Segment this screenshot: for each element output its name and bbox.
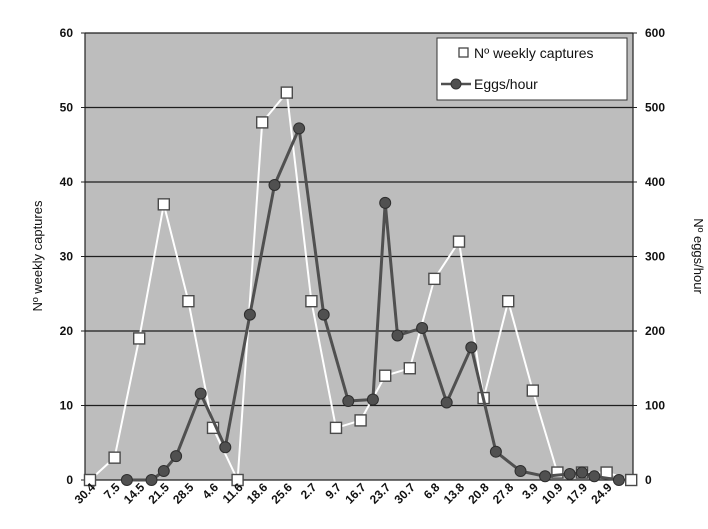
- captures-point: [329, 421, 343, 435]
- eggs-point: [588, 470, 601, 483]
- eggs-point: [539, 470, 552, 483]
- captures-point: [132, 332, 146, 345]
- legend-label-eggs: Eggs/hour: [474, 76, 538, 92]
- eggs-point: [465, 341, 478, 354]
- y2-tick-label: 600: [645, 26, 665, 40]
- eggs-point: [612, 474, 625, 486]
- y-tick-label: 0: [66, 473, 73, 487]
- eggs-point: [317, 308, 330, 321]
- captures-point: [526, 384, 539, 397]
- captures-point: [182, 295, 195, 308]
- captures-point: [231, 473, 244, 487]
- y-tick-label: 40: [60, 175, 74, 189]
- eggs-point: [243, 308, 256, 321]
- captures-point: [428, 272, 441, 286]
- eggs-point: [366, 393, 379, 406]
- series-layer: [83, 86, 638, 487]
- captures-point: [305, 295, 318, 308]
- eggs-point: [391, 329, 404, 342]
- captures-point: [379, 369, 392, 382]
- eggs-point: [514, 465, 527, 478]
- captures-point: [502, 295, 515, 308]
- y2-tick-label: 300: [645, 250, 665, 264]
- eggs-point: [489, 445, 502, 458]
- legend-square-marker-icon: [458, 47, 469, 58]
- y-tick-label: 20: [60, 324, 74, 338]
- captures-point: [83, 473, 97, 487]
- eggs-point: [194, 387, 207, 400]
- gridlines: [85, 32, 633, 407]
- eggs-point: [268, 178, 281, 191]
- eggs-point: [170, 450, 183, 463]
- captures-point: [354, 414, 367, 427]
- eggs-point: [157, 465, 170, 478]
- y2-tick-label: 0: [645, 473, 652, 487]
- legend-box: [436, 37, 628, 101]
- legend-label-captures: Nº weekly captures: [474, 45, 594, 61]
- eggs-point: [563, 468, 576, 481]
- y-axis-title: Nº weekly captures: [30, 200, 45, 311]
- legend: Nº weekly captures Eggs/hour: [436, 37, 628, 101]
- eggs-point: [440, 396, 453, 409]
- captures-point: [157, 198, 171, 211]
- y-tick-label: 10: [60, 399, 74, 413]
- y2-tick-label: 100: [645, 399, 665, 413]
- captures-point: [551, 466, 564, 479]
- captures-point: [403, 362, 416, 375]
- y-tick-label: 60: [60, 26, 74, 40]
- captures-point: [452, 235, 466, 248]
- captures-point: [280, 86, 293, 99]
- y-tick-label: 50: [60, 101, 74, 115]
- y2-tick-label: 200: [645, 324, 665, 338]
- eggs-point: [342, 395, 355, 408]
- eggs-point: [576, 466, 588, 479]
- eggs-point: [379, 196, 392, 209]
- legend-circle-marker-icon: [450, 78, 462, 90]
- eggs-point: [120, 474, 133, 486]
- y2-tick-label: 400: [645, 175, 665, 189]
- y2-axis-title: Nº eggs/hour: [691, 218, 706, 294]
- eggs-point: [293, 122, 306, 135]
- eggs-point: [145, 474, 158, 486]
- captures-point: [625, 473, 638, 487]
- eggs-point: [416, 322, 429, 335]
- y2-tick-label: 500: [645, 101, 665, 115]
- captures-point: [256, 116, 269, 129]
- y-tick-label: 30: [60, 250, 74, 264]
- eggs-point: [219, 441, 232, 454]
- captures-point: [108, 451, 121, 464]
